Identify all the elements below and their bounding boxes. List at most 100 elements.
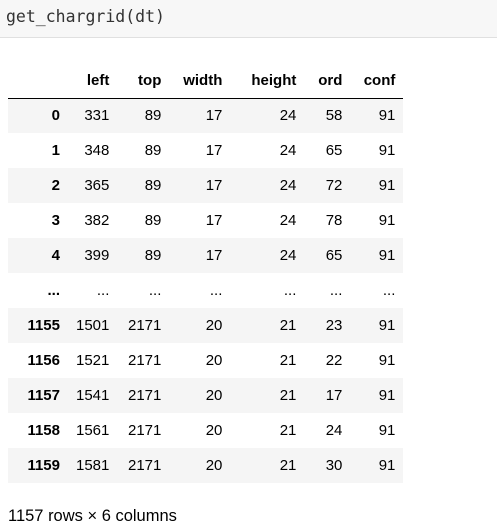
cell-width: 20 bbox=[205, 422, 223, 439]
table-row: 4 399 89 17 24 65 91 bbox=[8, 238, 404, 273]
table-shape-summary: 1157 rows × 6 columns bbox=[8, 507, 177, 525]
cell-conf: 91 bbox=[378, 142, 396, 159]
cell-top: 2171 bbox=[128, 317, 162, 334]
cell-conf: 91 bbox=[378, 177, 396, 194]
cell-conf: 91 bbox=[378, 352, 396, 369]
table-row: 1155 1501 2171 20 21 23 91 bbox=[8, 308, 404, 343]
cell-left: 365 bbox=[84, 177, 110, 194]
cell-height: 21 bbox=[279, 457, 297, 474]
row-index: 0 bbox=[51, 107, 60, 125]
cell-conf: 91 bbox=[378, 387, 396, 404]
cell-top: 89 bbox=[144, 212, 162, 229]
table-row: 2 365 89 17 24 72 91 bbox=[8, 168, 404, 203]
cell-top: 89 bbox=[144, 107, 162, 125]
cell-conf: ... bbox=[382, 282, 396, 299]
cell-left: 331 bbox=[84, 107, 110, 125]
cell-top: 2171 bbox=[128, 422, 162, 439]
cell-width: 20 bbox=[205, 352, 223, 369]
table-header-row: left top width height ord conf bbox=[8, 64, 404, 99]
row-index: 1157 bbox=[27, 387, 60, 404]
cell-width: 20 bbox=[205, 387, 223, 404]
cell-ord: 78 bbox=[325, 212, 343, 229]
row-index: ... bbox=[47, 282, 60, 299]
code-input-cell[interactable]: get_chargrid(dt) bbox=[0, 0, 497, 38]
cell-left: 1561 bbox=[76, 422, 110, 439]
cell-left: 382 bbox=[84, 212, 110, 229]
cell-ord: 17 bbox=[325, 387, 343, 404]
cell-width: 17 bbox=[205, 107, 223, 125]
cell-height: 21 bbox=[279, 387, 297, 404]
table-ellipsis-row: ..................... bbox=[8, 273, 404, 308]
cell-left: ... bbox=[96, 282, 110, 299]
table-row: 3 382 89 17 24 78 91 bbox=[8, 203, 404, 238]
cell-ord: 30 bbox=[325, 457, 343, 474]
cell-ord: 58 bbox=[325, 107, 343, 125]
cell-left: 399 bbox=[84, 247, 110, 264]
table-row: 1158 1561 2171 20 21 24 91 bbox=[8, 413, 404, 448]
column-header-conf: conf bbox=[350, 64, 404, 99]
column-header-width: width bbox=[169, 64, 231, 99]
cell-width: 17 bbox=[205, 212, 223, 229]
row-index: 3 bbox=[51, 212, 60, 229]
cell-ord: 65 bbox=[325, 142, 343, 159]
column-header-ord: ord bbox=[304, 64, 351, 99]
row-index: 1155 bbox=[27, 317, 60, 334]
table-body: 0 331 89 17 24 58 91 1 348 89 17 24 65 91 2 365 89 17 24 72… bbox=[8, 98, 404, 483]
row-index: 1 bbox=[51, 142, 60, 159]
cell-left: 348 bbox=[84, 142, 110, 159]
cell-conf: 91 bbox=[378, 317, 396, 334]
cell-ord: 65 bbox=[325, 247, 343, 264]
cell-top: 89 bbox=[144, 247, 162, 264]
cell-left: 1501 bbox=[76, 317, 110, 334]
cell-conf: 91 bbox=[378, 457, 396, 474]
cell-top: 2171 bbox=[128, 387, 162, 404]
cell-ord: 22 bbox=[325, 352, 343, 369]
cell-conf: 91 bbox=[378, 107, 396, 125]
index-header bbox=[8, 64, 68, 99]
table-row: 0 331 89 17 24 58 91 bbox=[8, 98, 404, 133]
table-row: 1156 1521 2171 20 21 22 91 bbox=[8, 343, 404, 378]
cell-width: 17 bbox=[205, 177, 223, 194]
cell-width: ... bbox=[209, 282, 223, 299]
dataframe-table: left top width height ord conf 0 331 89 17 2… bbox=[8, 64, 404, 483]
row-index: 4 bbox=[51, 247, 60, 264]
cell-height: 21 bbox=[279, 422, 297, 439]
cell-height: ... bbox=[283, 282, 297, 299]
row-index: 1156 bbox=[27, 352, 60, 369]
cell-left: 1541 bbox=[76, 387, 110, 404]
cell-top: 89 bbox=[144, 177, 162, 194]
cell-height: 24 bbox=[279, 177, 297, 194]
cell-height: 21 bbox=[279, 352, 297, 369]
row-index: 2 bbox=[51, 177, 60, 194]
code-line[interactable]: get_chargrid(dt) bbox=[6, 7, 165, 26]
table-row: 1 348 89 17 24 65 91 bbox=[8, 133, 404, 168]
cell-ord: ... bbox=[329, 282, 343, 299]
cell-conf: 91 bbox=[378, 422, 396, 439]
row-index: 1158 bbox=[27, 422, 60, 439]
cell-conf: 91 bbox=[378, 247, 396, 264]
cell-top: ... bbox=[148, 282, 162, 299]
cell-ord: 24 bbox=[325, 422, 343, 439]
cell-width: 20 bbox=[205, 317, 223, 334]
cell-left: 1581 bbox=[76, 457, 110, 474]
table-row: 1157 1541 2171 20 21 17 91 bbox=[8, 378, 404, 413]
cell-width: 20 bbox=[205, 457, 223, 474]
cell-width: 17 bbox=[205, 247, 223, 264]
cell-ord: 72 bbox=[325, 177, 343, 194]
cell-ord: 23 bbox=[325, 317, 343, 334]
cell-top: 2171 bbox=[128, 457, 162, 474]
cell-left: 1521 bbox=[76, 352, 110, 369]
cell-height: 24 bbox=[279, 212, 297, 229]
row-index: 1159 bbox=[27, 457, 60, 474]
column-header-left: left bbox=[68, 64, 118, 99]
cell-conf: 91 bbox=[378, 212, 396, 229]
column-header-top: top bbox=[117, 64, 170, 99]
cell-width: 17 bbox=[205, 142, 223, 159]
cell-top: 89 bbox=[144, 142, 162, 159]
cell-height: 21 bbox=[279, 317, 297, 334]
cell-height: 24 bbox=[279, 142, 297, 159]
cell-top: 2171 bbox=[128, 352, 162, 369]
cell-height: 24 bbox=[279, 247, 297, 264]
column-header-height: height bbox=[230, 64, 305, 99]
cell-height: 24 bbox=[279, 107, 297, 125]
